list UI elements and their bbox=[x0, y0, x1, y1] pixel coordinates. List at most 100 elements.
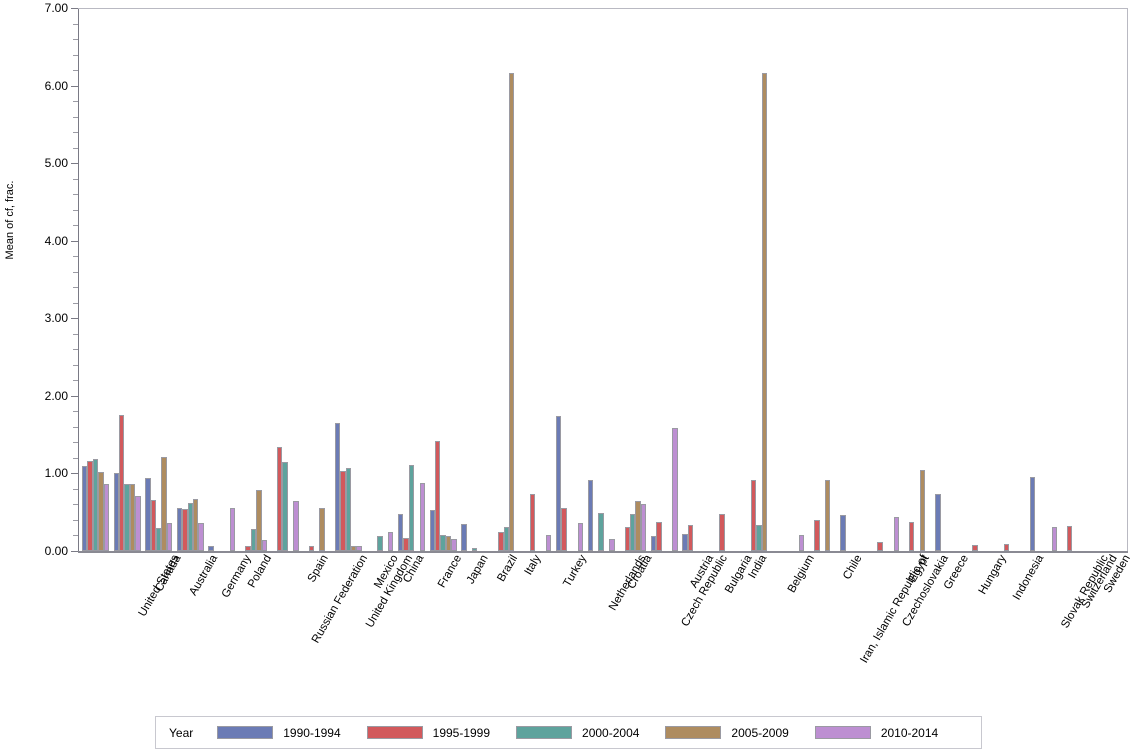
bar[interactable] bbox=[345, 468, 351, 551]
bar[interactable] bbox=[461, 523, 467, 551]
bar[interactable] bbox=[92, 458, 99, 551]
bar[interactable] bbox=[640, 504, 647, 551]
bar[interactable] bbox=[656, 522, 662, 551]
bar[interactable] bbox=[150, 499, 156, 551]
bar[interactable] bbox=[556, 416, 562, 551]
legend-item[interactable]: 2005-2009 bbox=[665, 726, 789, 740]
legend-item[interactable]: 2000-2004 bbox=[516, 726, 639, 740]
bar[interactable] bbox=[350, 545, 357, 551]
bar[interactable] bbox=[672, 428, 678, 551]
bar[interactable] bbox=[334, 423, 341, 551]
bar[interactable] bbox=[498, 532, 504, 551]
bar[interactable] bbox=[408, 464, 415, 551]
bar[interactable] bbox=[250, 529, 257, 551]
bar[interactable] bbox=[587, 480, 593, 551]
bar[interactable] bbox=[440, 534, 446, 551]
bar[interactable] bbox=[972, 544, 978, 551]
bar[interactable] bbox=[340, 471, 346, 551]
bar-group bbox=[650, 8, 678, 551]
y-tick-minor bbox=[73, 147, 78, 149]
bar[interactable] bbox=[598, 513, 604, 551]
bar[interactable] bbox=[1066, 526, 1073, 551]
bar[interactable] bbox=[919, 469, 926, 551]
bar[interactable] bbox=[471, 547, 478, 551]
bar[interactable] bbox=[1051, 526, 1057, 551]
bar[interactable] bbox=[761, 73, 768, 551]
legend-item[interactable]: 1995-1999 bbox=[366, 726, 490, 740]
bar[interactable] bbox=[229, 507, 236, 551]
bar[interactable] bbox=[719, 513, 725, 551]
bar[interactable] bbox=[166, 523, 173, 551]
bar[interactable] bbox=[87, 461, 93, 551]
bar[interactable] bbox=[208, 546, 214, 551]
bar[interactable] bbox=[98, 471, 104, 551]
bar[interactable] bbox=[419, 482, 425, 551]
bar[interactable] bbox=[624, 526, 630, 551]
bar[interactable] bbox=[1030, 476, 1036, 551]
bar[interactable] bbox=[756, 525, 762, 551]
bar[interactable] bbox=[824, 479, 831, 551]
bar[interactable] bbox=[377, 536, 383, 551]
bar[interactable] bbox=[398, 513, 404, 551]
bar[interactable] bbox=[403, 537, 409, 551]
bar[interactable] bbox=[256, 489, 262, 551]
bar[interactable] bbox=[840, 514, 846, 551]
bar[interactable] bbox=[893, 516, 899, 551]
bar[interactable] bbox=[176, 507, 183, 551]
bar[interactable] bbox=[650, 535, 657, 551]
bar[interactable] bbox=[798, 534, 805, 551]
bar-group bbox=[809, 8, 836, 551]
bar[interactable] bbox=[282, 461, 288, 551]
bar[interactable] bbox=[503, 526, 509, 551]
bar[interactable] bbox=[935, 493, 941, 551]
bar[interactable] bbox=[161, 457, 167, 551]
bar[interactable] bbox=[682, 533, 688, 551]
bar-group bbox=[998, 8, 1025, 551]
bar[interactable] bbox=[908, 522, 915, 551]
bar[interactable] bbox=[145, 478, 151, 551]
bar[interactable] bbox=[387, 532, 394, 551]
bar[interactable] bbox=[187, 502, 193, 551]
bar[interactable] bbox=[429, 509, 435, 551]
bar[interactable] bbox=[434, 440, 441, 551]
y-tick-major bbox=[71, 85, 78, 87]
bar[interactable] bbox=[182, 509, 188, 551]
bar[interactable] bbox=[129, 483, 136, 551]
bar[interactable] bbox=[192, 499, 199, 551]
bar-group bbox=[303, 8, 330, 551]
bar[interactable] bbox=[508, 73, 515, 551]
bar[interactable] bbox=[445, 536, 452, 551]
bar[interactable] bbox=[293, 500, 299, 551]
y-tick-minor bbox=[73, 504, 78, 506]
legend-item[interactable]: 2010-2014 bbox=[814, 726, 938, 740]
bar[interactable] bbox=[276, 447, 283, 551]
bar[interactable] bbox=[82, 465, 88, 551]
bar[interactable] bbox=[155, 527, 162, 551]
bar[interactable] bbox=[635, 500, 641, 551]
bar[interactable] bbox=[356, 545, 362, 551]
bar[interactable] bbox=[135, 495, 141, 551]
bar[interactable] bbox=[245, 546, 251, 551]
bar[interactable] bbox=[629, 513, 636, 551]
bar[interactable] bbox=[561, 507, 567, 551]
bar[interactable] bbox=[814, 519, 820, 551]
bar[interactable] bbox=[118, 415, 125, 551]
bar[interactable] bbox=[103, 484, 109, 551]
bar[interactable] bbox=[319, 507, 325, 551]
bar[interactable] bbox=[877, 541, 883, 551]
legend-item[interactable]: 1990-1994 bbox=[217, 726, 341, 740]
legend-swatch bbox=[814, 726, 871, 739]
bar[interactable] bbox=[750, 480, 757, 551]
bar[interactable] bbox=[198, 523, 204, 551]
bar[interactable] bbox=[609, 538, 615, 551]
bar[interactable] bbox=[451, 539, 457, 551]
bar[interactable] bbox=[529, 493, 536, 551]
bar[interactable] bbox=[124, 484, 130, 551]
bar[interactable] bbox=[577, 523, 583, 551]
bar[interactable] bbox=[261, 540, 267, 551]
bar[interactable] bbox=[687, 525, 694, 551]
bar[interactable] bbox=[308, 546, 314, 551]
bar[interactable] bbox=[1003, 544, 1010, 551]
bar[interactable] bbox=[113, 472, 119, 551]
bar[interactable] bbox=[545, 534, 552, 551]
